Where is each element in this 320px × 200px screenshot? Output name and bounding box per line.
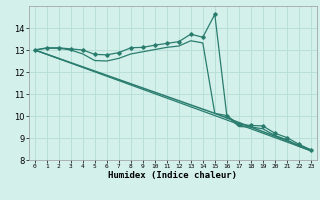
X-axis label: Humidex (Indice chaleur): Humidex (Indice chaleur): [108, 171, 237, 180]
